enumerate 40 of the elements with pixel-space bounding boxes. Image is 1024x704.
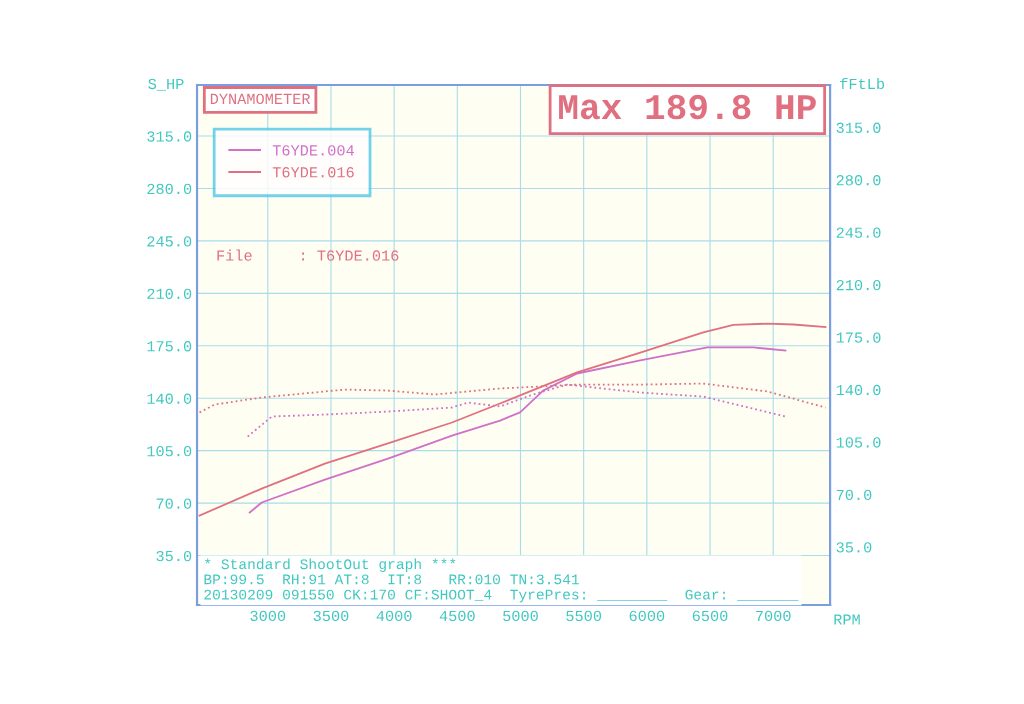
x-tick-label: 3500 [313,610,349,622]
annotation: BP:99.5 RH:91 AT:8 IT:8 RR:010 TN:3.541 [204,574,579,585]
annotation: * Standard ShootOut graph *** [205,558,456,573]
annotation: Max 189.8 HP [559,94,816,120]
x-tick-label: 4000 [376,610,412,622]
x-axis-title: RPM [834,614,860,625]
y2-tick-label: 175.0 [836,332,881,343]
y-tick-label: 175.0 [147,341,192,352]
y2-tick-label: 35.0 [836,542,872,553]
y2-tick-label: 70.0 [836,489,872,501]
y2-tick-label: 245.0 [836,227,881,238]
y2-tick-label: 105.0 [836,437,881,448]
x-tick-label: 3000 [250,610,286,622]
annotation: File : T6YDE.016 [217,249,399,261]
y-axis-title: S_HP [148,78,184,91]
chart-title: DYNAMOMETER [210,93,311,105]
y-tick-label: 245.0 [147,236,192,247]
x-tick-label: 6500 [692,610,728,622]
x-tick-label: 5000 [503,610,538,622]
y-tick-label: 210.0 [147,288,192,300]
x-tick-label: 5500 [566,610,602,622]
legend-label: T6YDE.016 [272,167,354,178]
y2-axis-title: fFtLb [840,77,885,90]
y2-tick-label: 210.0 [836,279,881,291]
y-tick-label: 70.0 [156,498,192,509]
y-tick-label: 315.0 [147,131,192,142]
legend-label: T6YDE.004 [272,145,354,156]
y-tick-label: 35.0 [156,550,192,562]
line-series [248,346,787,514]
y-tick-label: 280.0 [147,183,192,195]
x-tick-label: 6000 [629,610,665,622]
y-tick-label: 105.0 [147,445,192,457]
x-tick-label: 7000 [756,610,791,622]
annotation: 20130209 091550 CK:170 CF:SHOOT_4 TyrePres: ________ Gear: _______ [204,589,799,603]
y-tick-label: 140.0 [147,393,192,404]
y2-tick-label: 315.0 [836,122,881,133]
y2-tick-label: 140.0 [836,384,881,396]
x-tick-label: 4500 [439,610,475,622]
y2-tick-label: 280.0 [836,175,881,186]
line-series [198,322,827,517]
